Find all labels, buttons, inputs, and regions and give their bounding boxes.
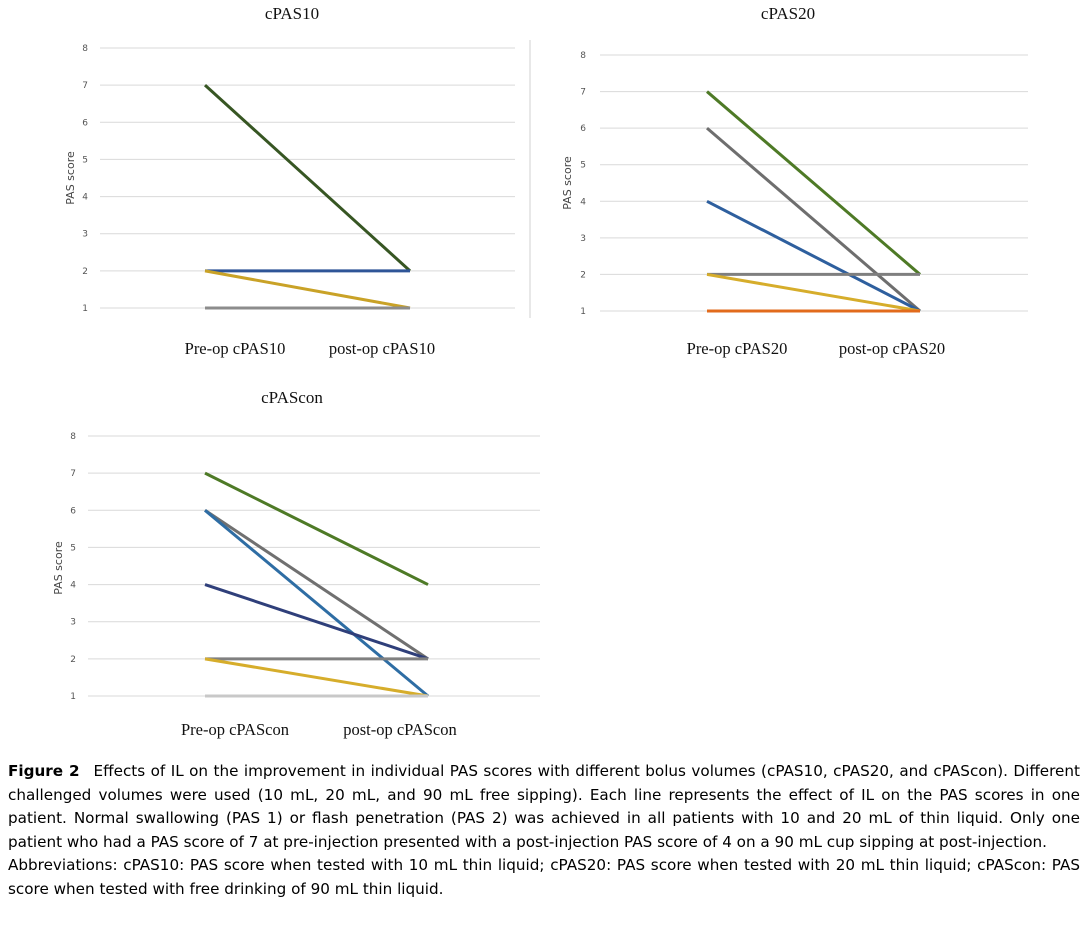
chart1-category-label-1: Pre-op cPAS10 xyxy=(185,339,286,358)
chart2-ytick-7: 7 xyxy=(580,88,586,98)
chart1-ytick-5: 5 xyxy=(82,155,88,165)
chart3-category-label-2: post-op cPAScon xyxy=(343,720,457,739)
caption-text: Effects of IL on the improvement in indi… xyxy=(8,762,1080,851)
caption-abbreviations: Abbreviations: cPAS10: PAS score when te… xyxy=(8,856,1080,898)
chart2-title: cPAS20 xyxy=(761,4,815,23)
chart2-series-line-5 xyxy=(706,272,921,313)
figure-label: Figure 2 xyxy=(8,762,80,780)
chart-cpas10-svg: cPAS10 1 2 3 4 5 6 7 8 PAS score Pre-op cPAS10 post… xyxy=(64,4,515,358)
figure-caption: Figure 2 Effects of IL on the improvement… xyxy=(8,760,1080,901)
chart3-series-line-1 xyxy=(204,471,429,586)
chart1-category-label-2: post-op cPAS10 xyxy=(329,339,435,358)
chart-cpas20-svg: cPAS20 1 2 3 4 5 6 7 8 PAS score Pre-op cPAS20 post… xyxy=(529,4,1028,358)
chart2-ytick-6: 6 xyxy=(580,124,586,134)
chart2-series-line-1 xyxy=(706,90,921,276)
chart-cpas20: cPAS20 1 2 3 4 5 6 7 8 PAS score Pre-op cPAS20 post… xyxy=(529,0,1083,370)
chart1-ytick-4: 4 xyxy=(82,193,88,203)
chart2-series-line-3 xyxy=(706,199,921,313)
chart2-ytick-3: 3 xyxy=(580,234,586,244)
chart3-ytick-3: 3 xyxy=(70,618,76,628)
chart2-ytick-2: 2 xyxy=(580,270,586,280)
chart1-ytick-8: 8 xyxy=(82,44,88,54)
chart1-series-line-1 xyxy=(203,84,412,272)
chart3-ytick-2: 2 xyxy=(70,655,76,665)
chart3-series-line-6 xyxy=(204,657,429,698)
chart3-ytick-4: 4 xyxy=(70,581,76,591)
chart3-ytick-8: 8 xyxy=(70,432,76,442)
chart1-ytick-1: 1 xyxy=(82,304,88,314)
chart2-ytick-1: 1 xyxy=(580,307,586,317)
chart1-ylabel: PAS score xyxy=(64,151,77,205)
chart-cpascon-svg: cPAScon 1 2 3 4 5 6 7 8 PAS score Pre-op cPAScon po… xyxy=(52,388,540,739)
chart3-ylabel: PAS score xyxy=(52,541,65,595)
chart2-series-line-2 xyxy=(706,127,921,313)
chart3-category-label-1: Pre-op cPAScon xyxy=(181,720,289,739)
chart3-ytick-6: 6 xyxy=(70,506,76,516)
chart2-category-label-1: Pre-op cPAS20 xyxy=(687,339,788,358)
chart-cpas10: cPAS10 1 2 3 4 5 6 7 8 PAS score Pre-op cPAS10 post… xyxy=(0,0,530,370)
chart3-ytick-7: 7 xyxy=(70,469,76,479)
chart2-ytick-8: 8 xyxy=(580,51,586,61)
chart1-ytick-2: 2 xyxy=(82,267,88,277)
chart1-title: cPAS10 xyxy=(265,4,319,23)
chart-cpascon: cPAScon 1 2 3 4 5 6 7 8 PAS score Pre-op cPAScon po… xyxy=(0,385,560,750)
chart3-title: cPAScon xyxy=(261,388,323,407)
chart1-ytick-7: 7 xyxy=(82,81,88,91)
chart1-ytick-3: 3 xyxy=(82,230,88,240)
chart3-series-line-3 xyxy=(204,509,429,698)
chart2-ytick-5: 5 xyxy=(580,161,586,171)
caption-main: Figure 2 Effects of IL on the improvement… xyxy=(8,760,1080,854)
chart3-series-line-4 xyxy=(204,583,429,661)
chart3-ytick-5: 5 xyxy=(70,543,76,553)
chart3-series-line-2 xyxy=(204,509,429,661)
chart1-series-line-3 xyxy=(204,269,411,310)
chart2-ylabel: PAS score xyxy=(561,156,574,210)
chart1-ytick-6: 6 xyxy=(82,118,88,128)
chart3-ytick-1: 1 xyxy=(70,692,76,702)
chart2-category-label-2: post-op cPAS20 xyxy=(839,339,945,358)
chart2-ytick-4: 4 xyxy=(580,197,586,207)
